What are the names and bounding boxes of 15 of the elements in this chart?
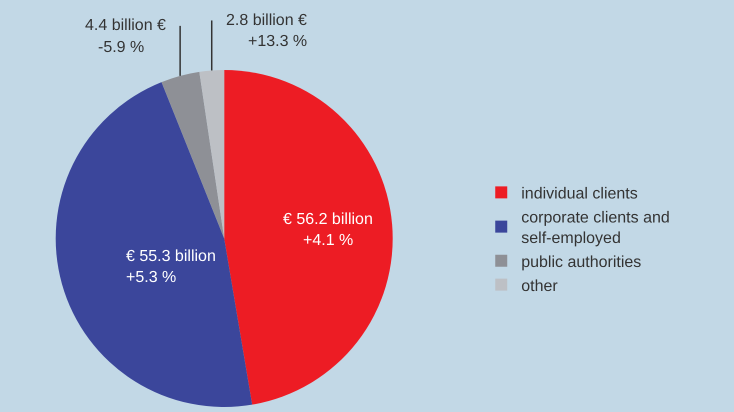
text: +13.3 %: [248, 33, 308, 50]
data-label: € 55.3 billion: [126, 248, 216, 265]
legend-label: public authorities: [521, 254, 642, 272]
legend-label: other: [521, 278, 558, 295]
text: -5.9 %: [98, 39, 144, 56]
pie-slice: [56, 82, 252, 407]
pie-slice: [224, 70, 393, 405]
data-label: 4.4 billion €: [85, 17, 166, 34]
pie-slice: [162, 72, 224, 238]
text: +5.3 %: [126, 269, 176, 286]
text: +4.1 %: [303, 232, 354, 249]
data-label: 2.8 billion €: [226, 12, 308, 29]
pie-slice: [199, 70, 224, 238]
legend-label: individual clients: [521, 186, 638, 203]
data-label: € 56.2 billion: [283, 211, 373, 228]
